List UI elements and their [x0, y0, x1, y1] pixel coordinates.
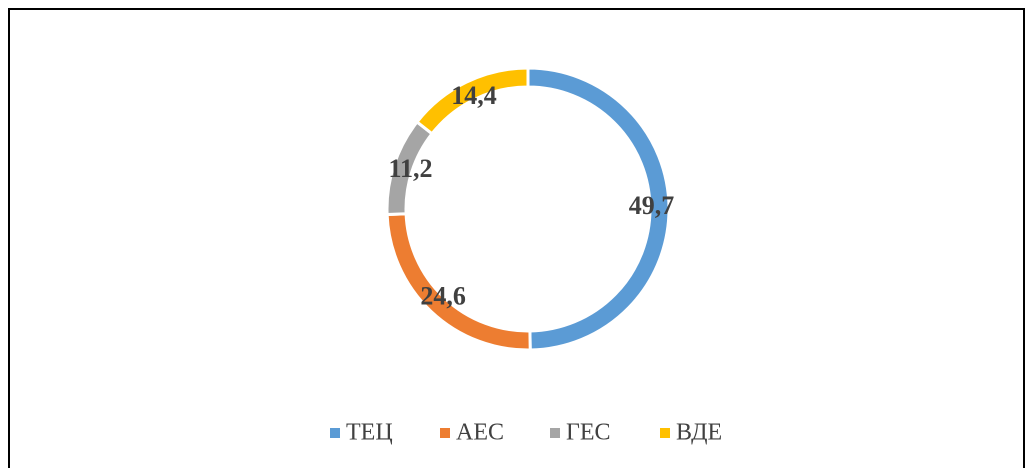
legend-label: ВДЕ	[676, 420, 722, 446]
legend-swatch	[550, 428, 560, 438]
data-label: 11,2	[388, 154, 432, 183]
legend-swatch	[660, 428, 670, 438]
data-label: 14,4	[451, 81, 497, 110]
legend-label: ГЕС	[566, 420, 611, 446]
data-label: 24,6	[420, 282, 466, 311]
data-label: 49,7	[629, 191, 675, 220]
legend-swatch	[440, 428, 450, 438]
legend-swatch	[330, 428, 340, 438]
legend-label: ТЕЦ	[346, 420, 393, 446]
slice	[414, 66, 530, 136]
legend-label: АЕС	[456, 420, 504, 446]
